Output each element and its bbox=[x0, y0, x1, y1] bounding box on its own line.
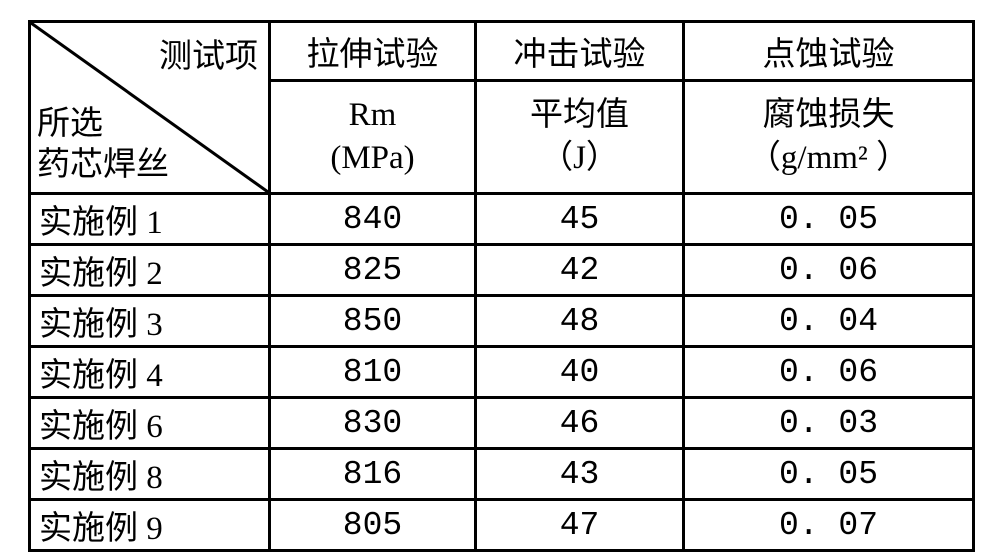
cell-avg: 43 bbox=[476, 449, 684, 500]
cell-avg: 48 bbox=[476, 296, 684, 347]
col-sub-avg: 平均值 （J） bbox=[476, 81, 684, 194]
col-header-impact: 冲击试验 bbox=[476, 22, 684, 81]
cell-loss: 0. 03 bbox=[684, 398, 974, 449]
row-label: 实施例 8 bbox=[30, 449, 270, 500]
diag-bottom-label: 所选 药芯焊丝 bbox=[37, 104, 169, 187]
col-sub-loss: 腐蚀损失 （g/mm² ） bbox=[684, 81, 974, 194]
sub-avg-line1: 平均值 bbox=[530, 97, 629, 133]
diag-bottom-line2: 药芯焊丝 bbox=[37, 147, 169, 183]
page: 测试项 所选 药芯焊丝 拉伸试验 冲击试验 点蚀试验 Rm (MPa) 平均值 … bbox=[0, 0, 1000, 543]
cell-loss: 0. 06 bbox=[684, 347, 974, 398]
sub-rm-line1: Rm bbox=[349, 97, 397, 133]
cell-rm: 810 bbox=[270, 347, 476, 398]
sub-rm-line2: (MPa) bbox=[330, 140, 414, 176]
data-table: 测试项 所选 药芯焊丝 拉伸试验 冲击试验 点蚀试验 Rm (MPa) 平均值 … bbox=[28, 20, 975, 552]
cell-loss: 0. 05 bbox=[684, 449, 974, 500]
cell-rm: 830 bbox=[270, 398, 476, 449]
diag-bottom-line1: 所选 bbox=[37, 106, 103, 142]
row-label: 实施例 1 bbox=[30, 194, 270, 245]
cell-rm: 840 bbox=[270, 194, 476, 245]
table-row: 实施例 4 810 40 0. 06 bbox=[30, 347, 974, 398]
row-label: 实施例 4 bbox=[30, 347, 270, 398]
cell-loss: 0. 06 bbox=[684, 245, 974, 296]
sub-avg-line2: （J） bbox=[540, 140, 619, 176]
cell-rm: 825 bbox=[270, 245, 476, 296]
col-header-pitting: 点蚀试验 bbox=[684, 22, 974, 81]
cell-avg: 46 bbox=[476, 398, 684, 449]
diag-top-label: 测试项 bbox=[159, 29, 258, 77]
table-row: 实施例 6 830 46 0. 03 bbox=[30, 398, 974, 449]
table-row: 实施例 2 825 42 0. 06 bbox=[30, 245, 974, 296]
sub-loss-line2: （g/mm² ） bbox=[748, 140, 909, 176]
table-row: 实施例 3 850 48 0. 04 bbox=[30, 296, 974, 347]
cell-avg: 45 bbox=[476, 194, 684, 245]
cell-avg: 40 bbox=[476, 347, 684, 398]
table-header-row-1: 测试项 所选 药芯焊丝 拉伸试验 冲击试验 点蚀试验 bbox=[30, 22, 974, 81]
row-label: 实施例 3 bbox=[30, 296, 270, 347]
cell-rm: 850 bbox=[270, 296, 476, 347]
diagonal-header-cell: 测试项 所选 药芯焊丝 bbox=[30, 22, 270, 194]
cell-loss: 0. 05 bbox=[684, 194, 974, 245]
table-row: 实施例 8 816 43 0. 05 bbox=[30, 449, 974, 500]
table-row: 实施例 1 840 45 0. 05 bbox=[30, 194, 974, 245]
cell-avg: 42 bbox=[476, 245, 684, 296]
row-label: 实施例 2 bbox=[30, 245, 270, 296]
cell-loss: 0. 04 bbox=[684, 296, 974, 347]
cell-rm: 816 bbox=[270, 449, 476, 500]
col-header-tensile: 拉伸试验 bbox=[270, 22, 476, 81]
row-label: 实施例 6 bbox=[30, 398, 270, 449]
sub-loss-line1: 腐蚀损失 bbox=[763, 97, 895, 133]
col-sub-rm: Rm (MPa) bbox=[270, 81, 476, 194]
